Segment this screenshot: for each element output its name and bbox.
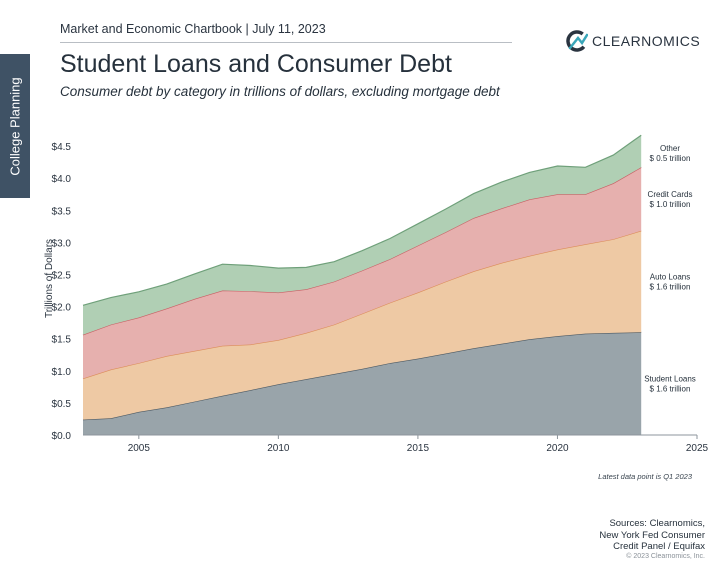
copyright: © 2023 Clearnomics, Inc. bbox=[626, 553, 705, 560]
y-tick-label: $1.0 bbox=[52, 367, 72, 378]
end-label-value: $ 1.0 trillion bbox=[650, 200, 691, 209]
sources-line: Sources: Clearnomics, bbox=[609, 518, 705, 529]
end-label-name: Student Loans bbox=[644, 375, 696, 384]
header-divider bbox=[60, 42, 512, 43]
chartbook-header: Market and Economic Chartbook | July 11,… bbox=[60, 22, 326, 36]
y-tick-label: $4.5 bbox=[52, 142, 72, 153]
section-tab: College Planning bbox=[0, 54, 30, 198]
series-line-other bbox=[82, 134, 642, 306]
x-tick-label: 2015 bbox=[407, 443, 430, 454]
sources-line: New York Fed Consumer bbox=[599, 529, 705, 541]
x-tick-label: 2025 bbox=[686, 443, 709, 454]
end-label-value: $ 1.6 trillion bbox=[650, 283, 691, 292]
series-area-auto-loans bbox=[83, 230, 642, 420]
end-label-name: Auto Loans bbox=[650, 273, 690, 282]
x-tick-label: 2005 bbox=[128, 443, 151, 454]
x-tick-label: 2010 bbox=[267, 443, 290, 454]
sources: Sources: Clearnomics, New York Fed Consu… bbox=[555, 518, 705, 553]
y-tick-label: $3.0 bbox=[52, 238, 72, 249]
sources-line: Credit Panel / Equifax bbox=[613, 541, 705, 552]
end-label-value: $ 0.5 trillion bbox=[650, 154, 691, 163]
data-note: Latest data point is Q1 2023 bbox=[598, 472, 692, 481]
y-tick-label: $0.0 bbox=[52, 431, 72, 442]
logo-icon bbox=[566, 30, 588, 52]
y-tick-label: $2.0 bbox=[52, 303, 72, 314]
logo-text: CLEARNOMICS bbox=[592, 33, 701, 49]
x-tick-label: 2020 bbox=[546, 443, 569, 454]
end-label-value: $ 1.6 trillion bbox=[650, 385, 691, 394]
y-tick-label: $3.5 bbox=[52, 206, 72, 217]
series-area-credit-cards bbox=[83, 167, 642, 379]
y-axis-label: Trillions of Dollars bbox=[44, 239, 55, 318]
y-tick-label: $2.5 bbox=[52, 271, 72, 282]
logo: CLEARNOMICS bbox=[566, 30, 700, 52]
series-area-student-loans bbox=[83, 332, 642, 435]
end-label-name: Other bbox=[660, 144, 680, 153]
end-label-name: Credit Cards bbox=[648, 190, 693, 199]
y-tick-label: $0.5 bbox=[52, 399, 72, 410]
page-subtitle: Consumer debt by category in trillions o… bbox=[60, 84, 500, 99]
y-tick-label: $1.5 bbox=[52, 335, 72, 346]
series-area-other bbox=[83, 135, 642, 335]
page-title: Student Loans and Consumer Debt bbox=[60, 50, 452, 78]
y-tick-label: $4.0 bbox=[52, 174, 72, 185]
